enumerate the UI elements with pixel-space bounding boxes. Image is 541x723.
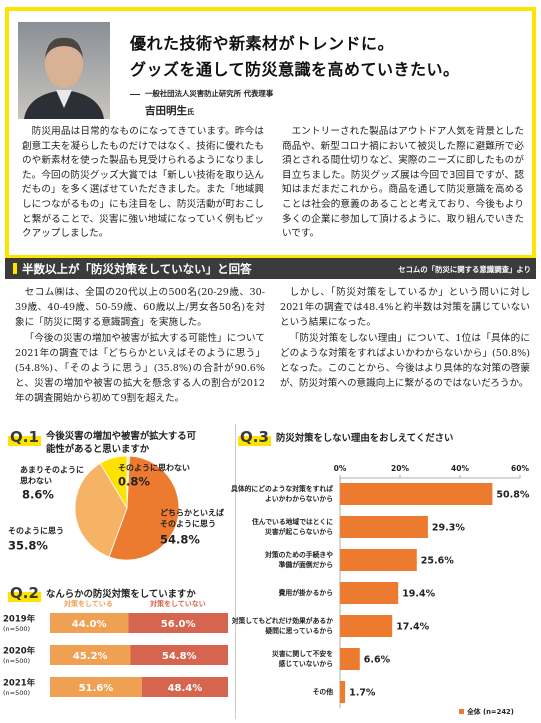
bar-segment — [50, 645, 131, 665]
interview-text: エントリーされた製品はアウトドア人気を背景とした商品や、新型コロナ禍において被災… — [282, 126, 524, 240]
slice-label: 思わない — [20, 477, 52, 486]
interview-text: 防災用品は日常的なものになってきています。昨今は創意工夫を凝らしたものだけではな… — [22, 126, 264, 240]
speaker-name: 吉田明生 — [145, 105, 187, 117]
value-label: 25.6% — [421, 556, 454, 567]
category-label: 2021年 — [3, 678, 36, 689]
divider — [235, 424, 236, 719]
category-label: 費用が掛かるから — [279, 588, 333, 597]
pie-slice — [99, 455, 128, 510]
headline: グッズを通して防災意識を高めていきたい。 — [130, 60, 460, 79]
category-label: 対策のための手続きや — [264, 550, 333, 559]
bar — [340, 648, 360, 670]
value-label: 17.4% — [396, 622, 429, 633]
question-label: Q.2 — [8, 584, 41, 602]
bar — [340, 483, 493, 505]
question-label: Q.1 — [8, 428, 41, 446]
speaker: 吉田明生氏 — [145, 99, 194, 118]
slice-value: 8.6% — [22, 488, 54, 502]
category-label: 感じていないから — [278, 659, 333, 668]
category-label: 災害に関して不安を — [271, 649, 333, 658]
bar-segment — [50, 677, 142, 697]
slice-label: そのように思わない — [118, 464, 190, 473]
slice-label: そのように思う — [160, 520, 216, 529]
slice-label: どちらかといえば — [160, 508, 224, 518]
portrait-photo — [18, 22, 110, 119]
honorific: 氏 — [187, 108, 194, 116]
category-label: 具体的にどのような対策をすれば — [231, 484, 333, 493]
value-label: 50.8% — [496, 490, 529, 501]
legend-label: 対策をしている — [63, 599, 113, 608]
x-tick-label: 40% — [451, 464, 469, 473]
value-label: 44.0% — [72, 619, 107, 630]
value-label: 1.7% — [349, 688, 376, 699]
category-label: その他 — [313, 687, 334, 696]
category-note: (n=500) — [3, 689, 30, 697]
category-label: 2020年 — [3, 646, 36, 657]
slice-value: 0.8% — [118, 475, 150, 489]
bar — [340, 549, 417, 571]
category-label: 対策してもどれだけ効果があるか — [231, 616, 333, 625]
category-label: 準備が面倒だから — [279, 560, 333, 569]
bar — [340, 582, 399, 604]
value-label: 48.4% — [168, 683, 203, 694]
affiliation: 一般社団法人災害防止研究所 代表理事 — [145, 89, 274, 98]
bar-segment — [50, 613, 129, 633]
paragraph: しかし、「防災対策をしているか」という問いに対し2021年の調査では48.4%と… — [280, 287, 530, 329]
value-label: 19.4% — [402, 589, 435, 600]
value-label: 45.2% — [73, 651, 108, 662]
legend-swatch — [459, 709, 464, 714]
value-label: 6.6% — [364, 655, 391, 666]
x-tick-label: 0% — [334, 464, 347, 473]
category-label: 災害が起こらないから — [264, 527, 333, 536]
legend-label: 全体 (n=242) — [467, 707, 514, 716]
section-bar — [5, 258, 536, 279]
bar-segment — [128, 613, 228, 633]
slice-value: 54.8% — [160, 533, 200, 547]
bar — [340, 516, 428, 538]
pie-slice — [108, 455, 180, 561]
category-label: 住んでいる地域ではとくに — [251, 517, 333, 526]
question-label: Q.3 — [238, 428, 271, 446]
category-label: 疑問に思っているから — [265, 626, 333, 635]
category-label: 2019年 — [3, 614, 36, 625]
headline: 優れた技術や新素材がトレンドに。 — [130, 34, 395, 53]
question-title: 今後災害の増加や被害が拡大する可能性があると思いますか — [46, 431, 197, 455]
section-source: セコムの「防災に関する意識調査」より — [398, 265, 531, 274]
paragraph: 「防災対策をしない理由」について、1位は「具体的にどのような対策をすればよいかわ… — [280, 332, 530, 390]
bar — [340, 615, 393, 637]
x-tick-label: 60% — [511, 464, 529, 473]
value-label: 56.0% — [161, 619, 196, 630]
legend-label: 対策をしていない — [149, 599, 206, 608]
paragraph: 「今後の災害の増加や被害が拡大する可能性」について2021年の調査では「どちらか… — [15, 332, 265, 405]
paragraph: セコム㈱は、全国の20代以上の500名(20-29歳、30-39歳、40-49歳… — [15, 287, 265, 329]
section-column: セコム㈱は、全国の20代以上の500名(20-29歳、30-39歳、40-49歳… — [15, 285, 265, 407]
bar-segment — [130, 645, 228, 665]
x-tick-label: 20% — [391, 464, 409, 473]
bar-segment — [141, 677, 228, 697]
slice-label: そのように思う — [8, 527, 64, 536]
question-title: 防災対策をしない理由をおしえてください — [276, 433, 454, 444]
section-column: しかし、「防災対策をしているか」という問いに対し2021年の調査では48.4%と… — [280, 285, 530, 391]
section-marker — [13, 263, 17, 274]
category-note: (n=500) — [3, 657, 30, 665]
rule — [130, 94, 140, 95]
slice-label: あまりそのように — [20, 466, 84, 475]
category-label: よいかわからないから — [265, 494, 333, 503]
category-note: (n=500) — [3, 625, 30, 633]
interview-box — [5, 7, 536, 259]
section-title: 半数以上が「防災対策をしていない」と回答 — [22, 262, 252, 276]
value-label: 54.8% — [162, 651, 197, 662]
slice-value: 35.8% — [8, 539, 48, 553]
value-label: 51.6% — [79, 683, 114, 694]
bar — [340, 681, 346, 703]
value-label: 29.3% — [432, 523, 465, 534]
question-title: なんらかの防災対策をしていますか — [46, 589, 196, 600]
